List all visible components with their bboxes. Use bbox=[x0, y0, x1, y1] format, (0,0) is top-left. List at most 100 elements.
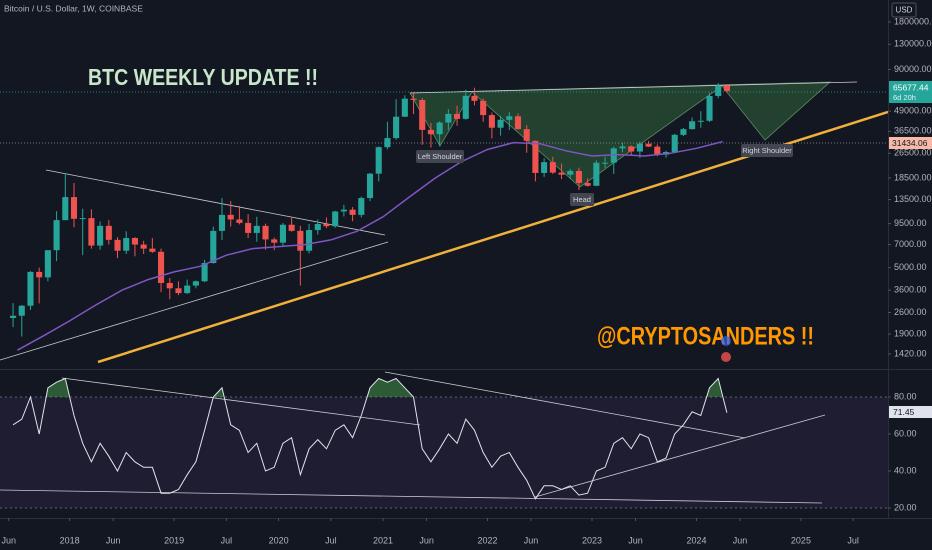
candle-body bbox=[192, 281, 199, 286]
candle-body bbox=[149, 248, 156, 252]
candle-body bbox=[88, 218, 95, 246]
candle-body bbox=[514, 116, 522, 130]
trendline bbox=[0, 241, 389, 361]
icon[interactable] bbox=[721, 352, 731, 362]
candle-body bbox=[602, 162, 609, 164]
icon[interactable] bbox=[721, 336, 731, 346]
y-tick-label: 5000.00 bbox=[894, 262, 927, 272]
candle-body bbox=[44, 250, 51, 278]
candle-body bbox=[158, 251, 165, 283]
candle-body bbox=[680, 129, 687, 135]
y-tick-label: 2600.00 bbox=[894, 307, 927, 317]
candle-body bbox=[27, 271, 34, 306]
rsi-value: 71.45 bbox=[893, 407, 915, 417]
label-box bbox=[416, 150, 464, 163]
candle-body bbox=[584, 182, 591, 186]
rsi-trendline bbox=[384, 371, 746, 439]
candle-body bbox=[497, 119, 504, 128]
candle-body bbox=[53, 220, 60, 251]
candle-body bbox=[175, 288, 182, 294]
ma-price-tag bbox=[889, 137, 932, 149]
candle-body bbox=[723, 85, 730, 92]
candle-body bbox=[541, 162, 548, 173]
currency[interactable]: USD bbox=[896, 6, 913, 15]
candle-body bbox=[114, 239, 121, 251]
candle-body bbox=[715, 85, 722, 96]
last-price-tag bbox=[889, 81, 932, 103]
neckline bbox=[409, 81, 858, 94]
candle-body bbox=[366, 173, 374, 199]
x-tick-label: Jun bbox=[106, 535, 121, 545]
candle-body bbox=[471, 95, 478, 101]
y-tick-label: 13500.00 bbox=[894, 194, 932, 204]
x-tick-label: 2018 bbox=[60, 535, 80, 545]
pattern-label: Head bbox=[573, 195, 591, 204]
candle-body bbox=[18, 305, 25, 316]
candle-body bbox=[654, 146, 661, 155]
label-box bbox=[570, 193, 594, 206]
candle-body bbox=[262, 225, 269, 240]
countdown: 6d 20h bbox=[893, 93, 916, 102]
candle-body bbox=[140, 244, 147, 249]
y-tick-label: 36500.00 bbox=[894, 126, 932, 136]
x-tick-label: 2021 bbox=[373, 535, 393, 545]
y-tick-label: 3600.00 bbox=[894, 285, 927, 295]
axes: 1420.00 1900.00 2600.00 3600.00 5000.00 7000.… bbox=[1, 16, 932, 545]
candle-body bbox=[445, 113, 452, 123]
candle-body bbox=[523, 129, 530, 141]
ma-price: 31434.06 bbox=[892, 138, 928, 148]
candle-body bbox=[279, 224, 286, 243]
candle-body bbox=[271, 239, 278, 243]
pattern-label: Left Shoulder bbox=[418, 152, 463, 161]
candle-body bbox=[689, 121, 696, 130]
candle-body bbox=[62, 197, 69, 221]
candle-body bbox=[314, 224, 321, 231]
candle-body bbox=[245, 222, 252, 233]
candle-body bbox=[558, 172, 565, 175]
x-tick-label: 2024 bbox=[686, 535, 706, 545]
candle-body bbox=[567, 170, 574, 175]
x-tick-label: 2023 bbox=[582, 535, 602, 545]
candle-body bbox=[506, 116, 513, 120]
y-tick-label: 60.00 bbox=[894, 428, 917, 438]
x-tick-label: 2022 bbox=[478, 535, 498, 545]
x-tick-label: Jun bbox=[524, 535, 539, 545]
candle-body bbox=[628, 146, 635, 152]
candle-body bbox=[323, 224, 330, 227]
candle-body bbox=[210, 230, 217, 264]
candle-body bbox=[697, 120, 704, 122]
y-tick-label: 7000.00 bbox=[894, 239, 927, 249]
y-tick-label: 1900.00 bbox=[894, 328, 927, 338]
candle-body bbox=[97, 225, 104, 246]
rsi-overbought-fill bbox=[30, 378, 723, 398]
author: @CRYPTOSANDERS !! bbox=[597, 323, 814, 351]
y-tick-label: 80.00 bbox=[894, 391, 917, 401]
candle-body bbox=[410, 98, 417, 100]
x-tick-label: Jun bbox=[1, 535, 16, 545]
candle-body bbox=[401, 98, 408, 117]
candle-body bbox=[636, 143, 643, 152]
candle-body bbox=[358, 198, 365, 215]
y-tick-label: 9500.00 bbox=[894, 218, 927, 228]
candle-body bbox=[131, 238, 138, 245]
currency-box[interactable] bbox=[891, 2, 917, 18]
price-pane bbox=[0, 81, 888, 364]
rsi-trendline bbox=[534, 414, 826, 498]
candle-body bbox=[349, 209, 356, 215]
candle-body bbox=[105, 225, 112, 240]
candle-body bbox=[480, 100, 487, 116]
x-tick-label: Jul bbox=[325, 535, 337, 545]
candle-body bbox=[671, 134, 678, 153]
y-tick-label: 20.00 bbox=[894, 502, 917, 512]
candle-body bbox=[706, 95, 713, 121]
candle-body bbox=[288, 224, 295, 231]
candle-body bbox=[123, 238, 130, 251]
x-tick-label: 2025 bbox=[791, 535, 811, 545]
x-tick-label: Jul bbox=[221, 535, 233, 545]
candle-body bbox=[393, 116, 400, 139]
candle-body bbox=[253, 225, 260, 233]
x-tick-label: 2019 bbox=[164, 535, 184, 545]
candle-body bbox=[593, 162, 600, 186]
